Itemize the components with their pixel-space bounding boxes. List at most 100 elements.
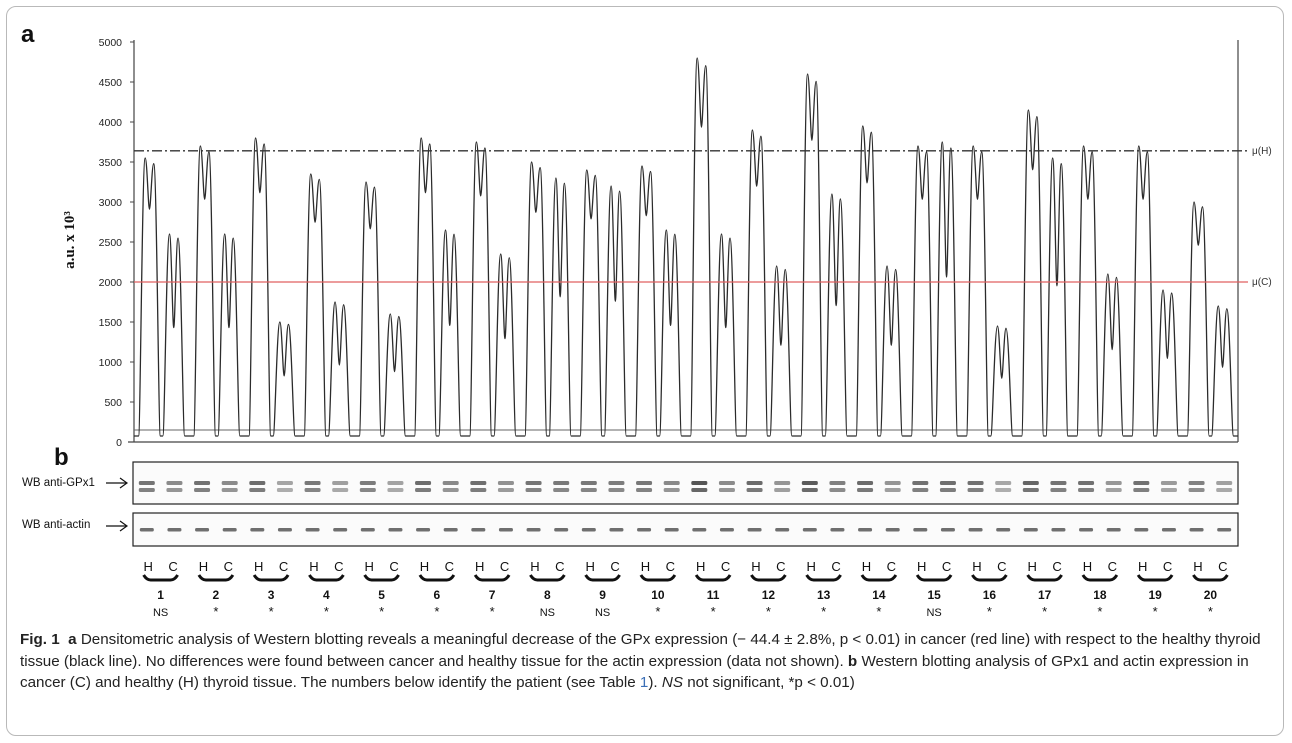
- actin-band: [222, 528, 237, 532]
- lane-c-label: C: [831, 559, 840, 574]
- lane-bracket: [142, 574, 179, 582]
- lane-h-label: H: [585, 559, 594, 574]
- gpx1-band-upper: [359, 481, 376, 485]
- gpx1-band-upper: [1133, 481, 1150, 485]
- lane-bracket: [915, 574, 953, 582]
- actin-band: [664, 528, 679, 532]
- actin-band: [1134, 528, 1149, 532]
- patient-number: 17: [1038, 588, 1052, 602]
- gpx1-band-upper: [746, 481, 763, 485]
- patient-number: 7: [489, 588, 496, 602]
- lane-h-label: H: [475, 559, 484, 574]
- patient-number: 13: [817, 588, 831, 602]
- gpx1-band-upper: [1022, 481, 1039, 485]
- lane-c-label: C: [721, 559, 730, 574]
- significance-mark: *: [1208, 604, 1213, 619]
- gpx1-band-lower: [1188, 488, 1205, 492]
- lane-c-label: C: [500, 559, 509, 574]
- gpx1-band-lower: [1216, 488, 1233, 492]
- lane-c-label: C: [776, 559, 785, 574]
- gpx1-band-lower: [304, 488, 321, 492]
- patient-number: 3: [268, 588, 275, 602]
- significance-mark: NS: [153, 607, 168, 619]
- arrow-head: [119, 520, 129, 532]
- lane-c-label: C: [555, 559, 564, 574]
- caption-text-b: Western blotting analysis of GPx1 and ac…: [20, 652, 1249, 692]
- lane-c-label: C: [942, 559, 951, 574]
- gpx1-band-upper: [332, 481, 349, 485]
- gpx1-band-upper: [884, 481, 901, 485]
- lane-bracket: [584, 574, 621, 582]
- gpx1-band-upper: [387, 481, 404, 485]
- actin-band: [692, 528, 707, 532]
- lane-h-label: H: [641, 559, 650, 574]
- lane-c-label: C: [997, 559, 1006, 574]
- actin-band: [637, 528, 652, 532]
- gpx1-band-lower: [470, 488, 487, 492]
- lane-h-label: H: [917, 559, 926, 574]
- significance-mark: NS: [926, 607, 941, 619]
- gpx1-band-lower: [138, 488, 155, 492]
- lane-bracket: [694, 574, 732, 582]
- caption-fig-label: Fig. 1: [20, 631, 60, 648]
- gpx1-band-lower: [1133, 488, 1150, 492]
- significance-mark: *: [1097, 604, 1102, 619]
- caption-text-b2: ).: [648, 674, 662, 691]
- gpx1-band-upper: [1078, 481, 1095, 485]
- gpx1-band-lower: [746, 488, 763, 492]
- actin-band: [1051, 528, 1066, 532]
- ref-line-label-0: μ(H): [1252, 146, 1272, 157]
- actin-band: [1161, 528, 1176, 532]
- actin-band: [858, 528, 873, 532]
- lane-h-label: H: [806, 559, 815, 574]
- patient-number: 10: [651, 588, 665, 602]
- figure-frame: [6, 6, 1284, 736]
- gpx1-band-lower: [415, 488, 432, 492]
- ref-line-label-1: μ(C): [1252, 277, 1272, 288]
- gpx1-band-lower: [829, 488, 846, 492]
- actin-band: [1189, 528, 1204, 532]
- lane-c-label: C: [224, 559, 233, 574]
- gpx1-band-lower: [1160, 488, 1177, 492]
- gpx1-band-lower: [194, 488, 211, 492]
- actin-band: [940, 528, 955, 532]
- y-tick-label: 500: [104, 397, 122, 409]
- actin-band: [443, 528, 458, 532]
- lane-bracket: [1192, 574, 1229, 582]
- actin-band: [250, 528, 265, 532]
- lane-bracket: [308, 574, 345, 582]
- y-tick-label: 0: [116, 437, 122, 449]
- gpx1-band-upper: [967, 481, 984, 485]
- gpx1-band-lower: [332, 488, 349, 492]
- lane-h-label: H: [751, 559, 760, 574]
- lane-c-label: C: [1052, 559, 1061, 574]
- gpx1-band-upper: [1188, 481, 1205, 485]
- actin-blot-strip: [132, 512, 1239, 547]
- gpx1-band-upper: [1105, 481, 1122, 485]
- gpx1-band-upper: [470, 481, 487, 485]
- significance-mark: *: [711, 604, 716, 619]
- actin-band: [277, 528, 292, 532]
- actin-band: [1106, 528, 1121, 532]
- arrow-head: [119, 477, 129, 489]
- gpx1-band-upper: [1216, 481, 1233, 485]
- gpx1-band-upper: [857, 481, 874, 485]
- table-ref-link[interactable]: 1: [639, 674, 649, 691]
- y-tick-label: 2000: [99, 277, 123, 289]
- patient-number: 19: [1148, 588, 1162, 602]
- gpx1-band-upper: [1160, 481, 1177, 485]
- gpx1-band-upper: [774, 481, 791, 485]
- lane-c-label: C: [279, 559, 288, 574]
- lane-c-label: C: [168, 559, 177, 574]
- caption-ns-abbr: NS: [661, 674, 683, 691]
- gpx1-band-upper: [525, 481, 542, 485]
- actin-band: [996, 528, 1011, 532]
- lane-bracket: [529, 574, 566, 582]
- gpx1-band-upper: [221, 481, 238, 485]
- y-tick-label: 1500: [99, 317, 123, 329]
- patient-number: 1: [157, 588, 164, 602]
- caption-text-a: Densitometric analysis of Western blotti…: [20, 631, 1261, 670]
- figure-graphics: a b a.u. x 10³ 0 500 1000 1500 2000 2500 3000 3…: [21, 21, 1272, 619]
- gpx1-band-lower: [525, 488, 542, 492]
- lane-h-label: H: [1193, 559, 1202, 574]
